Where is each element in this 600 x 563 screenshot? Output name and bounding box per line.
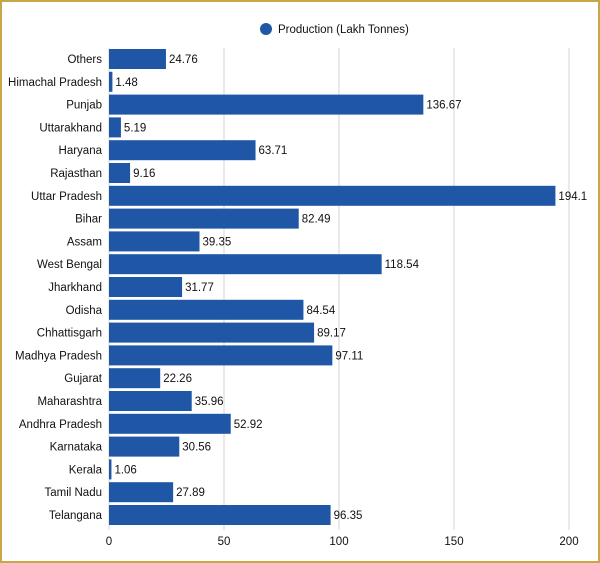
value-label-jharkhand: 31.77 bbox=[185, 282, 214, 294]
value-label-maharashtra: 35.96 bbox=[195, 396, 224, 408]
bar-maharashtra bbox=[109, 391, 192, 411]
value-label-himachal-pradesh: 1.48 bbox=[115, 77, 137, 89]
category-label-west-bengal: West Bengal bbox=[37, 259, 102, 271]
value-label-west-bengal: 118.54 bbox=[385, 259, 420, 271]
bar-jharkhand bbox=[109, 277, 183, 297]
bar-others bbox=[109, 49, 166, 69]
category-label-himachal-pradesh: Himachal Pradesh bbox=[8, 77, 102, 89]
value-labels: 24.76 1.48 136.67 5.19 63.71 9.16 194.1 82.49 39… bbox=[114, 54, 587, 522]
category-label-telangana: Telangana bbox=[49, 510, 103, 522]
bar-bihar bbox=[109, 208, 299, 229]
category-label-punjab: Punjab bbox=[66, 100, 102, 112]
bar-haryana bbox=[109, 140, 256, 161]
x-tick-label-200: 200 bbox=[559, 536, 578, 548]
category-label-karnataka: Karnataka bbox=[50, 442, 103, 454]
bar-west-bengal bbox=[109, 254, 382, 275]
bar-madhya-pradesh bbox=[109, 345, 333, 366]
category-label-others: Others bbox=[67, 54, 102, 66]
value-label-others: 24.76 bbox=[169, 54, 198, 66]
value-label-karnataka: 30.56 bbox=[182, 442, 211, 454]
bar-rajasthan bbox=[109, 163, 131, 183]
x-tick-label-50: 50 bbox=[218, 536, 231, 548]
category-label-uttar-pradesh: Uttar Pradesh bbox=[31, 191, 102, 203]
category-label-uttarakhand: Uttarakhand bbox=[39, 122, 102, 134]
value-label-uttarakhand: 5.19 bbox=[124, 122, 146, 134]
category-label-rajasthan: Rajasthan bbox=[50, 168, 102, 180]
x-tick-label-150: 150 bbox=[444, 536, 463, 548]
category-label-madhya-pradesh: Madhya Pradesh bbox=[15, 350, 102, 362]
category-label-chhattisgarh: Chhattisgarh bbox=[37, 328, 102, 340]
x-axis-tick-labels: 0 50 100 150 200 bbox=[106, 536, 579, 548]
value-label-kerala: 1.06 bbox=[114, 464, 136, 476]
bar-uttarakhand bbox=[109, 117, 121, 138]
x-tick-label-100: 100 bbox=[329, 536, 348, 548]
bar-himachal-pradesh bbox=[109, 71, 113, 92]
value-label-assam: 39.35 bbox=[203, 236, 232, 248]
bar-kerala bbox=[109, 459, 112, 480]
bar-odisha bbox=[109, 299, 304, 320]
bar-uttar-pradesh bbox=[109, 185, 556, 206]
category-label-gujarat: Gujarat bbox=[64, 373, 103, 385]
value-label-tamil-nadu: 27.89 bbox=[176, 487, 205, 499]
category-label-assam: Assam bbox=[67, 236, 102, 248]
category-labels: Others Himachal Pradesh Punjab Uttarakhand H… bbox=[8, 54, 103, 522]
value-label-uttar-pradesh: 194.1 bbox=[558, 191, 587, 203]
bar-assam bbox=[109, 231, 200, 252]
legend-label: Production (Lakh Tonnes) bbox=[278, 24, 409, 36]
bar-andhra-pradesh bbox=[109, 413, 231, 434]
value-label-andhra-pradesh: 52.92 bbox=[234, 419, 263, 431]
value-label-odisha: 84.54 bbox=[306, 305, 335, 317]
value-label-chhattisgarh: 89.17 bbox=[317, 328, 346, 340]
category-label-jharkhand: Jharkhand bbox=[48, 282, 102, 294]
bar-punjab bbox=[109, 94, 424, 115]
bars bbox=[109, 49, 556, 525]
bar-telangana bbox=[109, 505, 331, 525]
bar-karnataka bbox=[109, 436, 180, 457]
value-label-gujarat: 22.26 bbox=[163, 373, 192, 385]
bar-tamil-nadu bbox=[109, 482, 174, 503]
value-label-punjab: 136.67 bbox=[426, 100, 461, 112]
category-label-haryana: Haryana bbox=[59, 145, 103, 157]
value-label-madhya-pradesh: 97.11 bbox=[335, 350, 363, 362]
bar-chhattisgarh bbox=[109, 322, 315, 343]
category-label-kerala: Kerala bbox=[69, 464, 103, 476]
value-label-telangana: 96.35 bbox=[334, 510, 363, 522]
category-label-bihar: Bihar bbox=[75, 214, 102, 226]
bar-gujarat bbox=[109, 368, 161, 389]
category-label-maharashtra: Maharashtra bbox=[37, 396, 102, 408]
legend-marker bbox=[260, 23, 272, 35]
legend: Production (Lakh Tonnes) bbox=[260, 23, 409, 36]
category-label-tamil-nadu: Tamil Nadu bbox=[44, 487, 102, 499]
x-tick-label-0: 0 bbox=[106, 536, 112, 548]
value-label-rajasthan: 9.16 bbox=[133, 168, 155, 180]
category-label-andhra-pradesh: Andhra Pradesh bbox=[19, 419, 102, 431]
value-label-bihar: 82.49 bbox=[302, 214, 331, 226]
value-label-haryana: 63.71 bbox=[259, 145, 288, 157]
category-label-odisha: Odisha bbox=[66, 305, 103, 317]
